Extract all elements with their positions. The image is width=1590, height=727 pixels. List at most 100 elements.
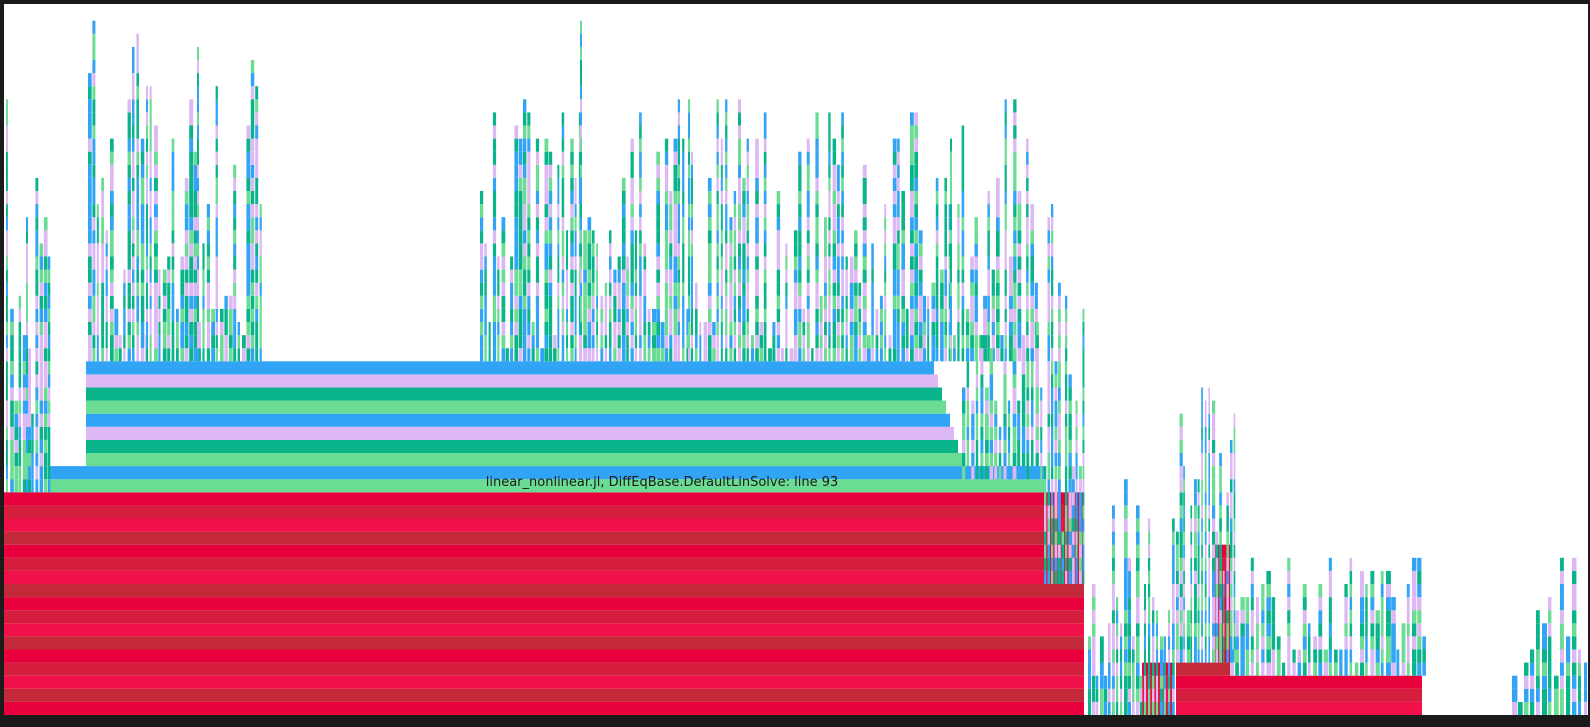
stack-frame[interactable] (146, 217, 148, 231)
stack-frame[interactable] (690, 230, 693, 244)
stack-frame[interactable] (548, 243, 553, 257)
stack-frame[interactable] (634, 282, 637, 296)
stack-frame[interactable] (1201, 597, 1203, 611)
stack-frame[interactable] (699, 348, 702, 362)
stack-frame[interactable] (841, 177, 844, 191)
stack-frame[interactable] (96, 217, 99, 231)
stack-frame[interactable] (580, 33, 582, 47)
stack-frame[interactable] (88, 138, 92, 152)
stack-frame[interactable] (983, 335, 988, 349)
stack-frame[interactable] (48, 335, 51, 349)
stack-frame[interactable] (750, 335, 755, 349)
stack-frame[interactable] (1120, 662, 1123, 676)
stack-frame[interactable] (514, 243, 519, 257)
stack-frame[interactable] (1116, 662, 1119, 676)
base-frame[interactable] (4, 610, 1084, 624)
stack-frame[interactable] (1068, 557, 1072, 571)
stack-frame[interactable] (48, 466, 51, 480)
stack-frame[interactable] (583, 256, 587, 270)
stack-frame[interactable] (136, 99, 139, 113)
stack-frame[interactable] (535, 164, 540, 178)
stack-frame[interactable] (720, 191, 723, 205)
stack-frame[interactable] (1030, 243, 1034, 257)
stack-frame[interactable] (1065, 295, 1068, 309)
stack-frame[interactable] (1530, 675, 1535, 689)
stack-frame[interactable] (580, 138, 582, 152)
stack-frame[interactable] (944, 256, 947, 270)
stack-frame[interactable] (996, 348, 1000, 362)
stack-frame[interactable] (1065, 413, 1068, 427)
stack-frame[interactable] (6, 217, 8, 231)
stack-frame[interactable] (1026, 269, 1029, 283)
stack-frame[interactable] (557, 204, 560, 218)
stack-frame[interactable] (259, 204, 262, 218)
stack-frame[interactable] (1204, 439, 1207, 453)
stack-frame[interactable] (987, 243, 990, 257)
stack-frame[interactable] (1386, 584, 1391, 598)
stack-frame[interactable] (48, 453, 51, 467)
stack-frame[interactable] (849, 256, 854, 270)
stack-frame[interactable] (553, 335, 557, 349)
stack-frame[interactable] (206, 282, 210, 296)
stack-frame[interactable] (884, 335, 887, 349)
stack-frame[interactable] (1047, 308, 1051, 322)
stack-frame[interactable] (535, 295, 540, 309)
stack-frame[interactable] (819, 322, 823, 336)
stack-frame[interactable] (1058, 439, 1061, 453)
stack-frame[interactable] (1318, 610, 1323, 624)
stack-frame[interactable] (31, 439, 34, 453)
stack-frame[interactable] (1201, 479, 1203, 493)
stack-frame[interactable] (22, 374, 27, 388)
stack-frame[interactable] (1047, 570, 1051, 584)
stack-frame[interactable] (1008, 282, 1013, 296)
stack-frame[interactable] (140, 256, 145, 270)
stack-frame[interactable] (673, 204, 678, 218)
stack-frame[interactable] (634, 335, 637, 349)
stack-frame[interactable] (566, 282, 568, 296)
stack-frame[interactable] (146, 164, 148, 178)
stack-frame[interactable] (132, 204, 135, 218)
stack-frame[interactable] (935, 217, 939, 231)
stack-frame[interactable] (832, 191, 837, 205)
stack-frame[interactable] (600, 308, 604, 322)
stack-frame[interactable] (707, 191, 712, 205)
stack-frame[interactable] (92, 46, 96, 60)
stack-frame[interactable] (18, 413, 22, 427)
stack-frame[interactable] (1075, 439, 1078, 453)
stack-frame[interactable] (149, 125, 152, 139)
stack-frame[interactable] (690, 151, 693, 165)
stack-frame[interactable] (39, 374, 43, 388)
stack-frame[interactable] (518, 295, 523, 309)
stack-frame[interactable] (763, 217, 767, 231)
stack-frame[interactable] (193, 204, 198, 218)
stack-frame[interactable] (215, 217, 218, 231)
stack-frame[interactable] (146, 151, 148, 165)
stack-frame[interactable] (184, 295, 189, 309)
stack-frame[interactable] (1054, 492, 1058, 506)
stack-frame[interactable] (88, 217, 92, 231)
stack-frame[interactable] (43, 348, 48, 362)
stack-frame[interactable] (1417, 597, 1422, 611)
stack-frame[interactable] (750, 348, 755, 362)
stack-frame[interactable] (86, 439, 958, 453)
stack-frame[interactable] (548, 151, 553, 165)
stack-frame[interactable] (1201, 453, 1203, 467)
stack-frame[interactable] (514, 335, 519, 349)
stack-frame[interactable] (1302, 597, 1307, 611)
stack-frame[interactable] (828, 112, 831, 126)
stack-frame[interactable] (127, 348, 131, 362)
stack-frame[interactable] (1035, 322, 1039, 336)
stack-frame[interactable] (127, 164, 131, 178)
stack-frame[interactable] (215, 191, 218, 205)
stack-frame[interactable] (211, 308, 215, 322)
stack-frame[interactable] (1308, 623, 1311, 637)
stack-frame[interactable] (1172, 662, 1175, 676)
stack-frame[interactable] (255, 204, 259, 218)
stack-frame[interactable] (197, 164, 199, 178)
stack-frame[interactable] (497, 322, 500, 336)
stack-frame[interactable] (1051, 256, 1054, 270)
stack-frame[interactable] (1536, 675, 1540, 689)
stack-frame[interactable] (14, 413, 19, 427)
stack-frame[interactable] (1051, 322, 1054, 336)
stack-frame[interactable] (197, 46, 199, 60)
